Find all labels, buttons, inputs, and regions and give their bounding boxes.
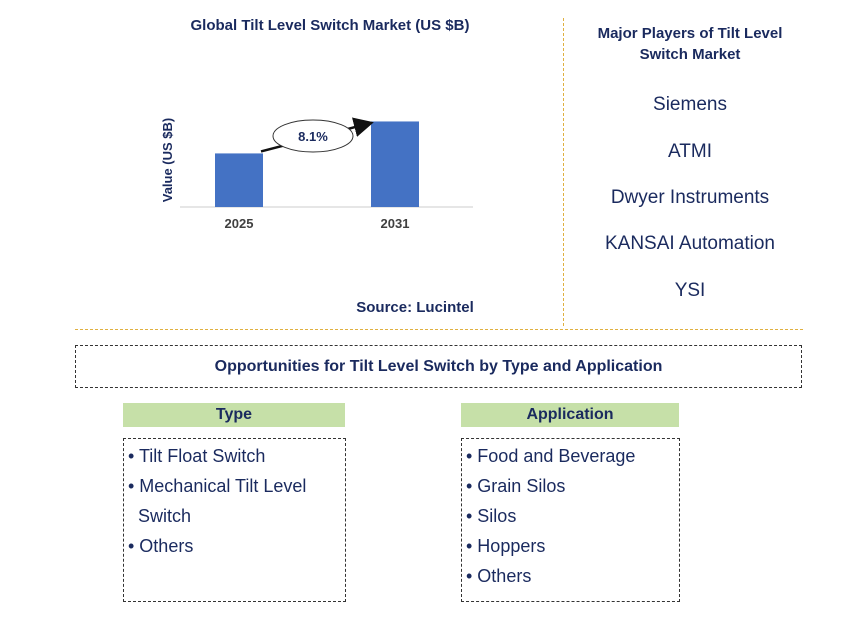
type-item: • Others xyxy=(128,536,194,556)
application-item: • Others xyxy=(466,566,532,586)
application-item: • Food and Beverage xyxy=(466,446,636,466)
horizontal-divider xyxy=(75,329,803,330)
type-item: • Mechanical Tilt Level Switch xyxy=(128,476,307,526)
type-item: • Tilt Float Switch xyxy=(128,446,266,466)
bar-chart: Value (US $B) 2025 2031 8.1% xyxy=(160,117,473,231)
opportunities-title-box: Opportunities for Tilt Level Switch by T… xyxy=(75,345,802,388)
player-item: ATMI xyxy=(668,141,712,162)
x-tick-label: 2025 xyxy=(225,216,254,231)
player-item: Dwyer Instruments xyxy=(610,187,770,208)
player-item: YSI xyxy=(674,280,706,301)
application-header: Application xyxy=(461,403,679,427)
chart-title: Global Tilt Level Switch Market (US $B) xyxy=(190,17,470,34)
vertical-divider xyxy=(563,18,564,326)
player-item: Siemens xyxy=(653,94,727,115)
application-list: • Food and Beverage • Grain Silos • Silo… xyxy=(461,438,680,602)
cagr-label: 8.1% xyxy=(298,129,328,144)
application-item: • Hoppers xyxy=(466,536,546,556)
cagr-bubble xyxy=(272,119,354,153)
opportunities-title: Opportunities for Tilt Level Switch by T… xyxy=(214,357,663,375)
players-title: Major Players of Tilt Level Switch Marke… xyxy=(597,25,783,63)
type-header: Type xyxy=(123,403,345,427)
source-label: Source: Lucintel xyxy=(356,299,474,316)
bar-2031 xyxy=(371,121,419,207)
player-item: KANSAI Automation xyxy=(604,233,776,254)
bar-2025 xyxy=(215,153,263,207)
type-list: • Tilt Float Switch • Mechanical Tilt Le… xyxy=(123,438,346,602)
y-axis-label: Value (US $B) xyxy=(160,118,175,203)
x-tick-label: 2031 xyxy=(381,216,410,231)
application-item: • Silos xyxy=(466,506,517,526)
application-item: • Grain Silos xyxy=(466,476,566,496)
